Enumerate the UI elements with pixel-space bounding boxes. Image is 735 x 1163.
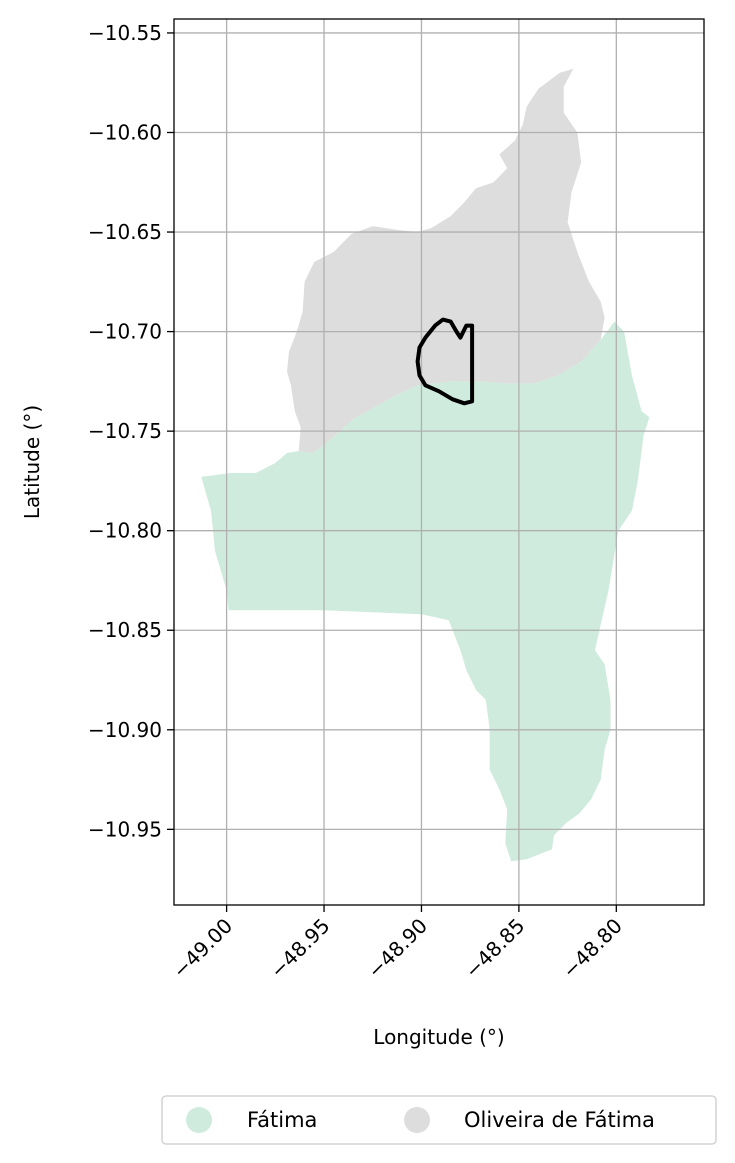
x-tick-label-4: −48.80 — [558, 914, 627, 983]
plot-frame — [173, 18, 705, 906]
legend-swatch-fatima — [186, 1107, 212, 1133]
y-tick-label-5: −10.80 — [88, 519, 162, 543]
x-tick-label-1: −48.95 — [265, 914, 334, 983]
y-tick-label-4: −10.75 — [88, 419, 162, 443]
y-tick-label-2: −10.65 — [88, 220, 162, 244]
x-axis-title: Longitude (°) — [373, 1025, 504, 1049]
y-tick-label-8: −10.95 — [88, 817, 162, 841]
x-tick-label-2: −48.90 — [363, 914, 432, 983]
x-axis-ticks: −49.00 −48.95 −48.90 −48.85 −48.80 — [168, 905, 627, 983]
grid-lines — [174, 19, 704, 905]
legend-label-oliveira-de-fatima: Oliveira de Fátima — [464, 1108, 655, 1132]
y-tick-label-0: −10.55 — [88, 21, 162, 45]
region-oliveira-de-fatima — [287, 68, 605, 454]
highlight-outline — [415, 317, 475, 406]
y-tick-label-6: −10.85 — [88, 618, 162, 642]
y-tick-label-7: −10.90 — [88, 718, 162, 742]
y-axis-title: Latitude (°) — [20, 405, 44, 519]
region-fatima — [201, 321, 650, 862]
legend-label-fatima: Fátima — [247, 1108, 317, 1132]
y-tick-label-1: −10.60 — [88, 120, 162, 144]
x-tick-label-0: −49.00 — [168, 914, 237, 983]
legend-frame — [161, 1095, 717, 1145]
y-tick-label-3: −10.70 — [88, 320, 162, 344]
x-tick-label-3: −48.85 — [460, 914, 529, 983]
legend: Fátima Oliveira de Fátima — [161, 1095, 717, 1145]
y-axis-ticks: −10.55 −10.60 −10.65 −10.70 −10.75 −10.80 −10.… — [88, 21, 174, 841]
legend-swatch-oliveira-de-fatima — [404, 1107, 430, 1133]
